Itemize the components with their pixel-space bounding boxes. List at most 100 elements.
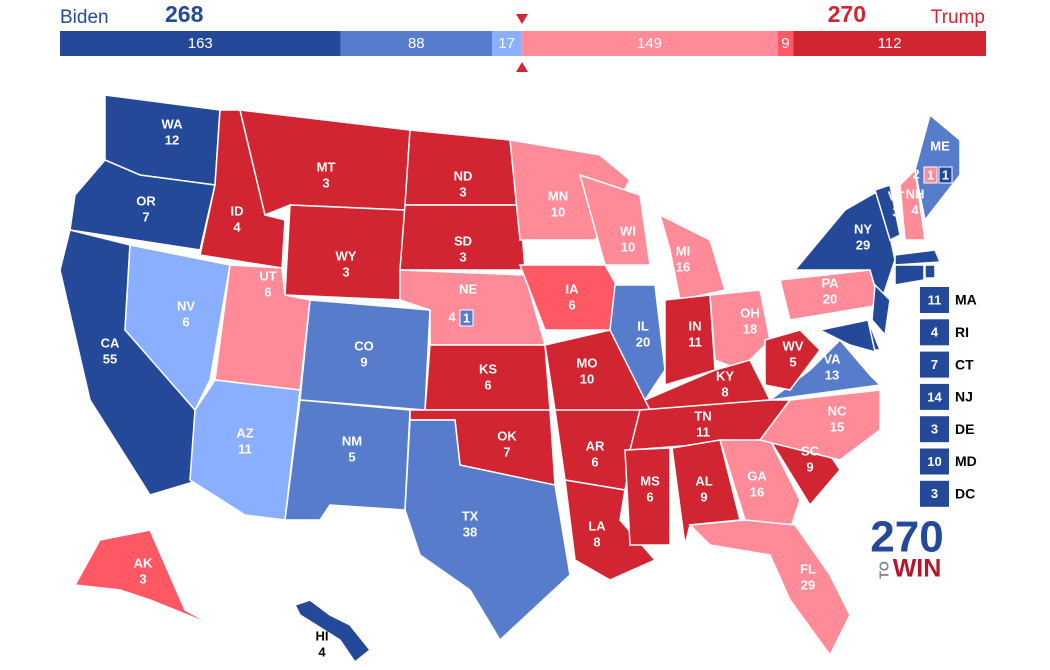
state-abbr: KY: [716, 368, 734, 383]
left-candidate: Biden: [60, 7, 109, 28]
bar-segment: [60, 31, 341, 56]
state-abbr: GA: [747, 468, 767, 483]
small-state-box: [920, 480, 949, 507]
state-votes: 6: [568, 297, 575, 312]
state-votes: 6: [591, 454, 598, 469]
state-votes: 9: [806, 459, 813, 474]
state: [899, 168, 926, 241]
state-abbr: WA: [162, 116, 184, 131]
state-abbr: MT: [317, 159, 336, 174]
state: [564, 479, 657, 581]
state-votes: 29: [856, 237, 870, 252]
state-votes: 3: [342, 264, 349, 279]
state-abbr: OR: [136, 193, 156, 208]
state: [758, 389, 881, 461]
state-abbr: ID: [231, 203, 244, 218]
state: [624, 447, 671, 546]
state-abbr: MS: [640, 473, 660, 488]
state: [767, 338, 882, 402]
state-abbr: NE: [459, 281, 477, 296]
state: [764, 329, 821, 391]
state-votes: 38: [463, 524, 477, 539]
state-abbr: IN: [689, 318, 702, 333]
state-votes: 10: [621, 239, 635, 254]
state-abbr: CO: [354, 338, 374, 353]
logo: 270 TO WIN: [870, 513, 943, 583]
midpoint-marker: [516, 62, 528, 72]
state: [643, 359, 772, 411]
bar-value: 9: [781, 35, 789, 52]
state-abbr: VT: [888, 188, 905, 203]
state-votes: 3: [892, 204, 899, 219]
state-abbr: LA: [588, 518, 606, 533]
bar-segment: [340, 31, 493, 56]
small-state-votes: 14: [927, 389, 942, 404]
state: [817, 319, 876, 354]
small-state-box: [920, 416, 949, 443]
state-votes: 13: [825, 367, 839, 382]
state-votes: 10: [551, 204, 565, 219]
bar-value: 88: [408, 35, 425, 52]
small-state-abbr: NJ: [955, 389, 973, 405]
bar-value: 17: [498, 35, 515, 52]
state-votes: 9: [360, 354, 367, 369]
state-votes: 11: [238, 441, 252, 456]
state-abbr: SC: [801, 443, 820, 458]
state-votes: 2: [912, 166, 919, 181]
state-abbr: HI: [316, 628, 329, 643]
right-total: 270: [828, 1, 866, 27]
bar-segment: [492, 31, 522, 56]
state-abbr: MO: [577, 355, 598, 370]
district-box: [459, 309, 474, 327]
state-votes: 15: [830, 419, 844, 434]
state-votes: 3: [139, 571, 146, 586]
state-abbr: PA: [821, 275, 839, 290]
state: [73, 529, 241, 641]
state: [609, 284, 666, 402]
logo-win: WIN: [893, 555, 942, 583]
state: [658, 213, 726, 301]
right-candidate: Trump: [931, 7, 985, 28]
state-votes: 10: [580, 371, 594, 386]
state: [688, 519, 851, 657]
state: [894, 264, 925, 286]
state-votes: 6: [646, 489, 653, 504]
small-state-votes: 7: [931, 357, 938, 372]
state-abbr: NM: [342, 433, 362, 448]
state-votes: 7: [142, 209, 149, 224]
state-votes: 20: [823, 291, 837, 306]
state-abbr: TN: [694, 408, 711, 423]
state-abbr: AK: [134, 555, 153, 570]
state-votes: 3: [322, 175, 329, 190]
small-state-abbr: CT: [955, 356, 974, 372]
state-votes: 18: [743, 321, 757, 336]
state-abbr: IA: [566, 281, 580, 296]
bar-segment: [521, 31, 778, 56]
state-abbr: FL: [800, 561, 816, 576]
state-abbr: OK: [497, 428, 517, 443]
small-state-abbr: DC: [955, 486, 975, 502]
state-abbr: MI: [676, 243, 690, 258]
state-votes: 8: [721, 384, 728, 399]
state-votes: 20: [636, 334, 650, 349]
small-state-abbr: RI: [955, 324, 969, 340]
state-votes: 11: [696, 424, 710, 439]
district-box: [923, 166, 938, 184]
bar-value: 112: [878, 35, 902, 52]
state-abbr: NH: [906, 186, 925, 201]
left-total: 268: [165, 1, 204, 27]
state: [189, 379, 301, 521]
state-votes: 29: [801, 577, 815, 592]
state-votes: 16: [676, 259, 690, 274]
state-abbr: TX: [462, 508, 479, 523]
district-votes: 1: [463, 310, 470, 325]
state-abbr: NV: [177, 298, 195, 313]
state-abbr: KS: [479, 361, 497, 376]
state: [874, 184, 901, 242]
state-abbr: OH: [740, 305, 760, 320]
state: [924, 264, 936, 279]
state-votes: 3: [459, 249, 466, 264]
state-votes: 16: [750, 484, 764, 499]
state-abbr: AL: [695, 473, 712, 488]
state-abbr: AZ: [236, 425, 253, 440]
